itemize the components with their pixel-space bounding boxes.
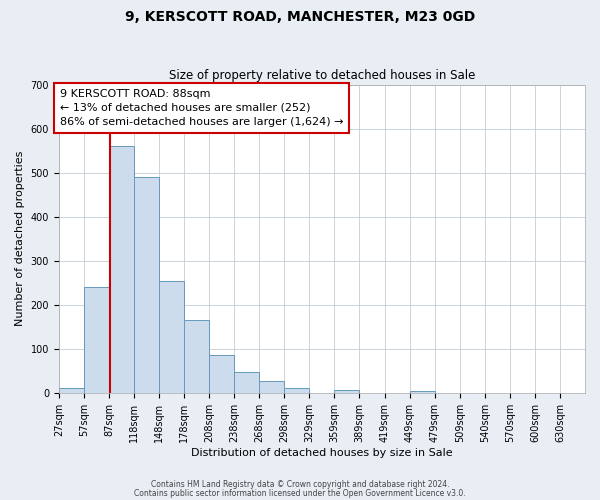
Y-axis label: Number of detached properties: Number of detached properties: [15, 151, 25, 326]
Bar: [109, 146, 134, 393]
X-axis label: Distribution of detached houses by size in Sale: Distribution of detached houses by size …: [191, 448, 453, 458]
Text: Contains public sector information licensed under the Open Government Licence v3: Contains public sector information licen…: [134, 488, 466, 498]
Bar: [134, 177, 159, 393]
Text: 9, KERSCOTT ROAD, MANCHESTER, M23 0GD: 9, KERSCOTT ROAD, MANCHESTER, M23 0GD: [125, 10, 475, 24]
Bar: [184, 320, 209, 393]
Bar: [209, 354, 234, 393]
Bar: [284, 388, 310, 393]
Bar: [59, 388, 84, 393]
Bar: [259, 380, 284, 393]
Bar: [334, 390, 359, 393]
Text: 9 KERSCOTT ROAD: 88sqm
← 13% of detached houses are smaller (252)
86% of semi-de: 9 KERSCOTT ROAD: 88sqm ← 13% of detached…: [59, 89, 343, 127]
Bar: [159, 280, 184, 393]
Text: Contains HM Land Registry data © Crown copyright and database right 2024.: Contains HM Land Registry data © Crown c…: [151, 480, 449, 489]
Bar: [234, 372, 259, 393]
Bar: [410, 390, 434, 393]
Bar: [84, 287, 109, 393]
Title: Size of property relative to detached houses in Sale: Size of property relative to detached ho…: [169, 69, 475, 82]
